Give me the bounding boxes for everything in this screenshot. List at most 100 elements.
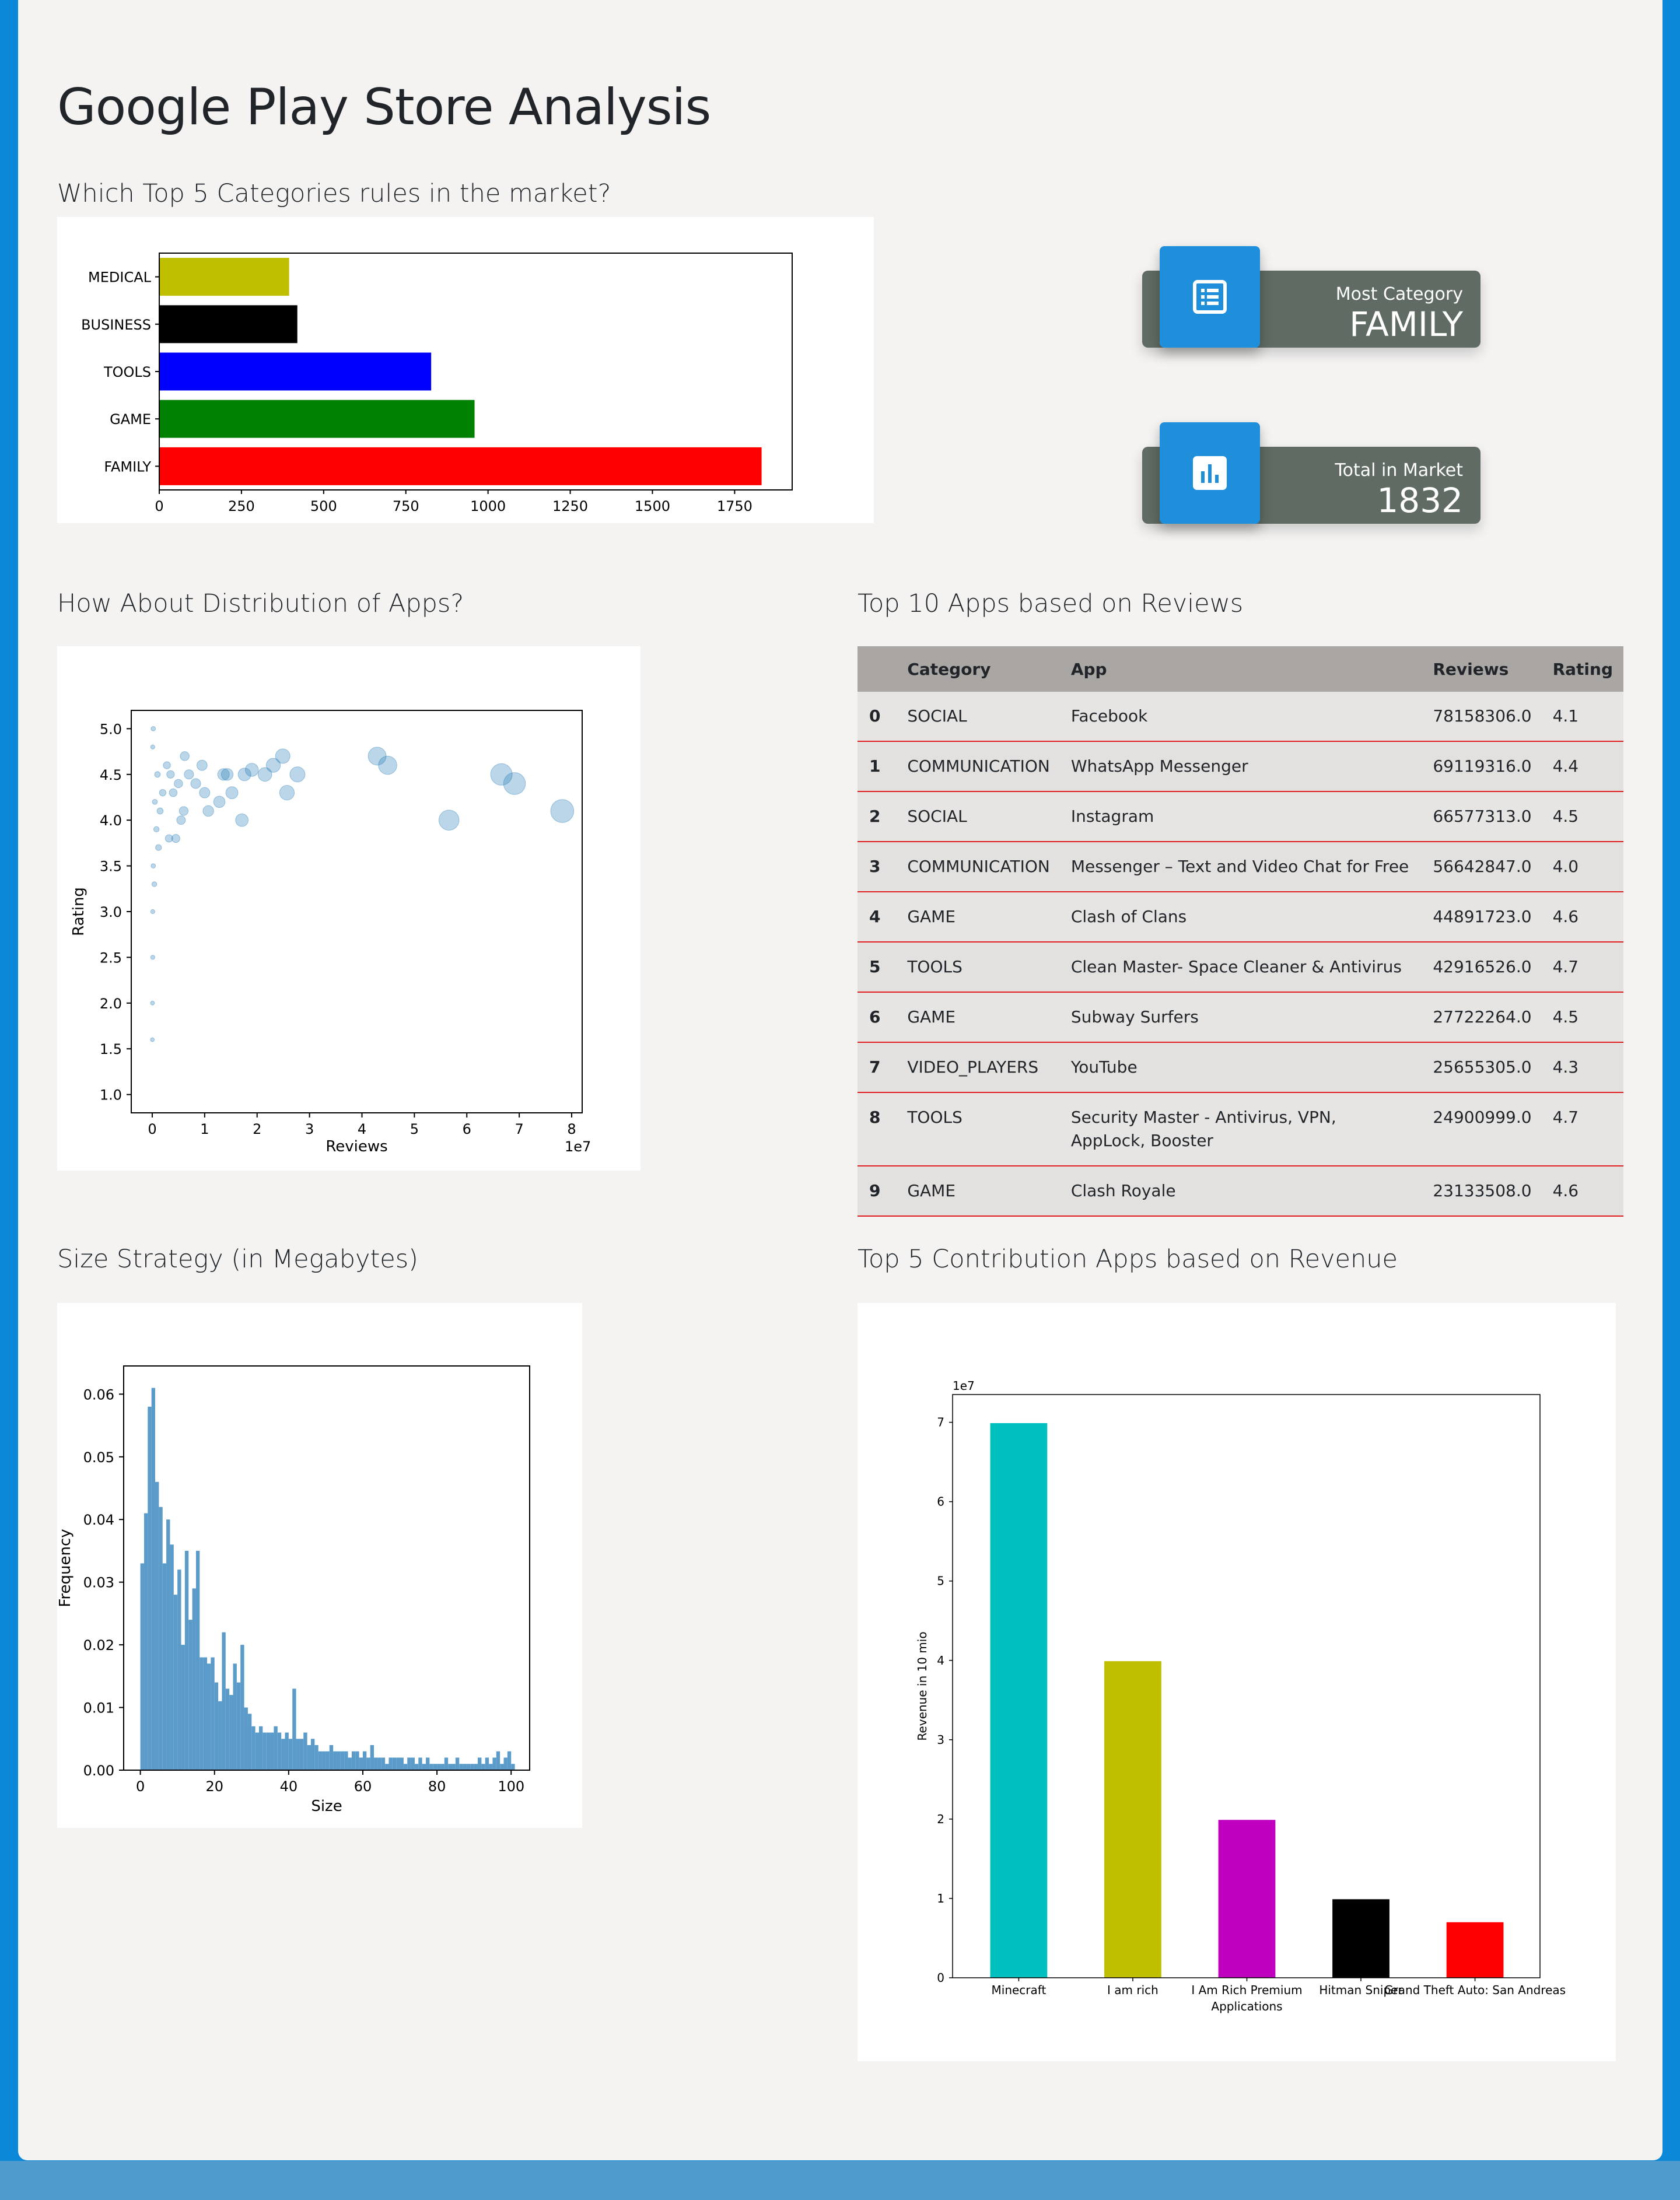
cell-category: SOCIAL: [897, 692, 1060, 742]
table-row: 7 VIDEO_PLAYERS YouTube 25655305.0 4.3: [858, 1042, 1623, 1093]
y-tick-label: 4.0: [100, 812, 122, 829]
cell-index: 9: [858, 1166, 897, 1217]
y-tick-label: TOOLS: [103, 364, 151, 380]
histogram-bar: [299, 1739, 304, 1770]
histogram-bar: [233, 1663, 237, 1770]
histogram-bar: [492, 1757, 496, 1770]
x-tick-label: 20: [205, 1778, 223, 1795]
y-tick-label: 0.03: [83, 1575, 114, 1591]
x-axis-label: Size: [311, 1798, 342, 1815]
histogram-bar: [259, 1726, 263, 1770]
x-tick-label: 750: [393, 498, 419, 514]
scatter-point: [152, 798, 158, 805]
histogram-bar: [474, 1764, 478, 1770]
histogram-bar: [355, 1751, 359, 1770]
x-tick-label: 1: [200, 1121, 209, 1137]
scatter-point: [150, 909, 155, 915]
cell-category: SOCIAL: [897, 791, 1060, 842]
bar-game: [159, 400, 475, 438]
y-tick-label: 0.04: [83, 1512, 114, 1528]
table-row: 6 GAME Subway Surfers 27722264.0 4.5: [858, 992, 1623, 1043]
header-app: App: [1060, 646, 1423, 692]
histogram-bar: [374, 1757, 378, 1770]
histogram-bar: [344, 1751, 348, 1770]
histogram-bar: [444, 1757, 449, 1770]
x-tick-label: 80: [428, 1778, 446, 1795]
cell-rating: 4.5: [1542, 791, 1623, 842]
cell-index: 8: [858, 1092, 897, 1166]
histogram-bar: [448, 1764, 452, 1770]
histogram-bar: [326, 1751, 330, 1770]
scatter-point: [257, 767, 272, 782]
histogram-bar: [296, 1739, 300, 1770]
x-tick-label: 100: [498, 1778, 524, 1795]
histogram-bar: [314, 1745, 318, 1770]
cell-index: 2: [858, 791, 897, 842]
x-offset-label: 1e7: [565, 1138, 591, 1155]
y-tick-label: MEDICAL: [88, 269, 152, 286]
scatter-point: [490, 763, 513, 786]
y-axis-label: Revenue in 10 mio: [915, 1631, 929, 1740]
y-tick-label: 2.0: [100, 996, 122, 1012]
scatter-point: [176, 815, 186, 825]
scatter-point: [180, 751, 190, 761]
x-axis-label: Reviews: [326, 1138, 387, 1155]
histogram-bar: [184, 1550, 189, 1770]
histogram-bar: [485, 1757, 489, 1770]
table-row: 0 SOCIAL Facebook 78158306.0 4.1: [858, 692, 1623, 742]
revenue-bar: [990, 1423, 1048, 1978]
scatter-point: [166, 770, 175, 779]
y-tick-label: 6: [937, 1495, 944, 1509]
histogram-bar: [173, 1595, 178, 1770]
histogram-bar: [292, 1688, 296, 1770]
scatter-point: [275, 748, 290, 764]
histogram-bar: [218, 1701, 222, 1770]
table-row: 1 COMMUNICATION WhatsApp Messenger 69119316…: [858, 741, 1623, 792]
histogram-bar: [266, 1732, 271, 1770]
histogram-bar: [162, 1563, 167, 1770]
section-title-size-strategy: Size Strategy (in Megabytes): [57, 1245, 418, 1274]
histogram-bar: [403, 1764, 408, 1770]
histogram-bar: [392, 1757, 397, 1770]
y-axis-label: Rating: [70, 887, 88, 936]
scatter-point: [151, 881, 158, 887]
histogram-bar: [192, 1588, 196, 1770]
scatter-point: [220, 768, 234, 781]
histogram-bar: [411, 1757, 415, 1770]
histogram-bar: [200, 1657, 204, 1770]
scatter-point: [199, 787, 211, 798]
x-tick-label: 2: [253, 1121, 261, 1137]
plot-frame: [131, 710, 583, 1113]
header-rating: Rating: [1542, 646, 1623, 692]
scatter-point: [368, 747, 387, 766]
histogram-bar: [503, 1757, 508, 1770]
table-row: 4 GAME Clash of Clans 44891723.0 4.6: [858, 892, 1623, 943]
y-tick-label: 3.5: [100, 859, 122, 875]
plot-frame: [159, 253, 793, 491]
x-tick-label: 0: [155, 498, 163, 514]
histogram-bar: [151, 1388, 156, 1770]
histogram-bar: [418, 1757, 422, 1770]
x-tick-label: 5: [410, 1121, 419, 1137]
y-tick-label: 0.05: [83, 1449, 114, 1466]
histogram-bar: [262, 1732, 267, 1770]
cell-rating: 4.6: [1542, 1166, 1623, 1217]
cell-rating: 4.0: [1542, 842, 1623, 892]
x-tick-label: 60: [354, 1778, 372, 1795]
scatter-point: [154, 771, 161, 778]
y-offset-label: 1e7: [953, 1379, 975, 1393]
revenue-chart: Minecraft I am rich I Am Rich Premium Appli…: [915, 1379, 1566, 2013]
top-categories-chart: FAMILY GAME TOOLS BUSINESS MEDICAL 0 250 500 750…: [81, 253, 793, 514]
y-tick-label: 1.0: [100, 1087, 122, 1103]
scatter-point: [235, 813, 249, 827]
scatter-point: [174, 779, 183, 789]
revenue-bar: [1104, 1661, 1161, 1978]
cell-reviews: 56642847.0: [1422, 842, 1542, 892]
histogram-bar: [377, 1757, 382, 1770]
histogram-bar: [388, 1757, 393, 1770]
section-title-distribution: How About Distribution of Apps?: [57, 589, 464, 618]
histogram-bar: [281, 1739, 285, 1770]
histogram-bar: [170, 1544, 174, 1770]
histogram-bar: [277, 1732, 282, 1770]
x-tick-label: 500: [310, 498, 337, 514]
